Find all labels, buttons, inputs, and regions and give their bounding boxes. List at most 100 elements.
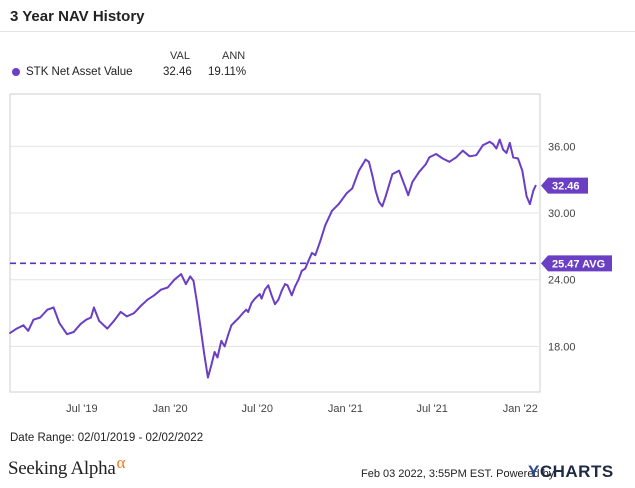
data-point — [411, 180, 414, 183]
data-point — [492, 143, 494, 145]
x-tick-label: Jul '21 — [416, 403, 447, 415]
data-point — [378, 200, 380, 203]
data-point — [213, 351, 216, 353]
legend-series-name: STK Net Asset Value — [26, 66, 133, 78]
data-point — [525, 195, 528, 198]
data-point — [468, 155, 471, 158]
data-point — [368, 160, 370, 163]
data-point — [260, 297, 263, 300]
data-point — [270, 294, 273, 297]
y-tick-label: 30.00 — [548, 208, 576, 220]
data-point — [532, 189, 535, 192]
data-point — [79, 323, 82, 326]
data-point — [521, 169, 524, 172]
title-divider — [0, 31, 635, 32]
alpha-symbol-icon: α — [116, 453, 126, 472]
data-point — [371, 174, 374, 177]
last-value-tag — [541, 177, 588, 194]
data-point — [508, 142, 511, 144]
data-point — [27, 329, 30, 332]
data-point — [216, 356, 219, 359]
data-point — [502, 148, 505, 151]
data-point — [180, 273, 182, 276]
data-point — [357, 169, 360, 172]
y-tick-label: 24.00 — [548, 275, 576, 287]
data-point — [106, 327, 109, 330]
data-point — [72, 331, 75, 333]
data-point — [85, 318, 88, 321]
data-point — [90, 316, 92, 319]
ycharts-logo[interactable]: YCHARTS — [528, 462, 614, 482]
data-point — [133, 312, 136, 314]
ycharts-y-letter: Y — [528, 462, 540, 481]
y-tick-label: 36.00 — [548, 141, 576, 153]
data-point — [119, 311, 122, 313]
data-point — [66, 333, 68, 336]
data-point — [534, 184, 537, 187]
data-point — [294, 285, 297, 288]
data-point — [381, 205, 384, 208]
x-tick-label: Jan '21 — [328, 403, 363, 415]
last-value-label: 32.46 — [552, 181, 580, 193]
data-point — [227, 334, 229, 337]
data-point — [529, 203, 531, 205]
seeking-alpha-logo[interactable]: Seeking Alphaα — [8, 453, 125, 480]
data-point — [203, 352, 205, 354]
data-point — [398, 169, 401, 172]
data-point — [173, 278, 176, 281]
data-point — [220, 339, 223, 342]
data-point — [32, 318, 35, 321]
x-tick-label: Jul '20 — [242, 403, 273, 415]
data-point — [195, 301, 198, 303]
data-point — [290, 294, 293, 297]
data-point — [250, 302, 253, 304]
data-point — [455, 156, 458, 159]
data-point — [98, 319, 101, 322]
data-point — [448, 160, 451, 163]
data-point — [345, 192, 348, 194]
data-point — [314, 254, 317, 257]
data-point — [264, 288, 266, 291]
data-point — [407, 194, 410, 197]
data-point — [297, 278, 300, 281]
data-point — [498, 138, 501, 141]
data-point — [139, 305, 142, 308]
data-point — [52, 306, 55, 309]
data-point — [46, 308, 49, 311]
data-point — [207, 376, 209, 379]
data-point — [324, 224, 327, 227]
data-point — [223, 345, 226, 348]
data-point — [199, 327, 202, 330]
data-point — [495, 147, 498, 150]
data-point — [189, 275, 192, 278]
data-point — [22, 324, 25, 327]
data-point — [300, 269, 303, 272]
data-point — [192, 279, 195, 282]
legend-dot-icon — [12, 68, 20, 76]
data-point — [337, 203, 340, 205]
data-point — [15, 327, 18, 330]
data-point — [517, 157, 519, 160]
data-point — [461, 149, 464, 152]
data-point — [374, 189, 377, 192]
data-point — [230, 324, 233, 327]
brand-name: Seeking Alpha — [8, 458, 116, 479]
data-point — [304, 267, 307, 270]
series-line-stk-nav — [9, 138, 537, 379]
data-point — [58, 322, 61, 324]
data-point — [267, 284, 270, 287]
legend-value: 32.46 — [163, 66, 192, 78]
data-point — [435, 153, 437, 155]
data-point — [425, 163, 427, 165]
data-point — [488, 140, 491, 143]
average-tag — [541, 255, 612, 272]
data-point — [319, 240, 321, 243]
data-point — [245, 308, 248, 311]
data-point — [331, 209, 333, 212]
data-point — [92, 306, 95, 309]
legend-series-item[interactable]: STK Net Asset Value — [12, 66, 133, 78]
data-point — [505, 152, 508, 154]
data-point — [512, 156, 515, 159]
data-point — [482, 144, 484, 147]
data-point — [233, 321, 236, 323]
